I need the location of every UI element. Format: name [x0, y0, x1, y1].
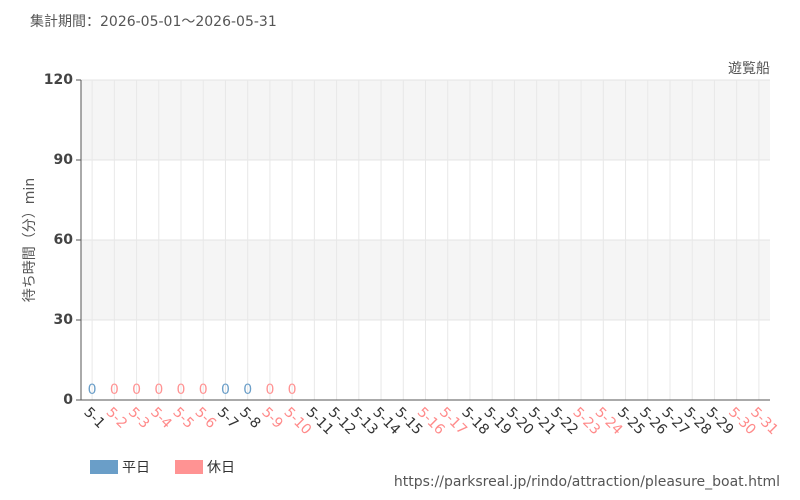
data-label: 0 [265, 382, 274, 398]
y-tick-label: 30 [54, 312, 74, 328]
x-tick-label: 5-2 [103, 404, 130, 431]
x-tick-label: 5-1 [80, 404, 107, 431]
y-tick-label: 60 [54, 232, 74, 248]
data-label: 0 [243, 382, 252, 398]
x-tick-label: 5-5 [169, 404, 196, 431]
x-tick-label: 5-4 [147, 404, 175, 432]
data-label: 0 [221, 382, 230, 398]
x-tick-label: 5-7 [214, 404, 241, 431]
y-tick-label: 0 [63, 392, 73, 408]
x-tick-label: 5-3 [125, 404, 152, 431]
data-label: 0 [288, 382, 297, 398]
data-label: 0 [177, 382, 186, 398]
data-label: 0 [110, 382, 119, 398]
x-tick-label: 5-6 [192, 404, 220, 432]
source: https://parksreal.jp/rindo/attraction/pl… [394, 474, 780, 490]
legend-label: 平日 [122, 460, 150, 476]
data-label: 0 [88, 382, 97, 398]
chart-title: 集計期間：2026-05-01～2026-05-31 [30, 13, 277, 30]
y-tick-label: 90 [54, 152, 74, 168]
data-label: 0 [154, 382, 163, 398]
legend-swatch [175, 460, 203, 474]
legend-swatch [90, 460, 118, 474]
y-axis-label: 待ち時間（分）min [22, 178, 38, 302]
data-label: 0 [132, 382, 141, 398]
y-tick-label: 120 [44, 72, 73, 88]
chart-subtitle: 遊覧船 [728, 60, 770, 77]
x-tick-label: 5-9 [258, 404, 285, 431]
x-tick-label: 5-8 [236, 404, 263, 431]
data-label: 0 [199, 382, 208, 398]
legend-label: 休日 [207, 460, 235, 476]
